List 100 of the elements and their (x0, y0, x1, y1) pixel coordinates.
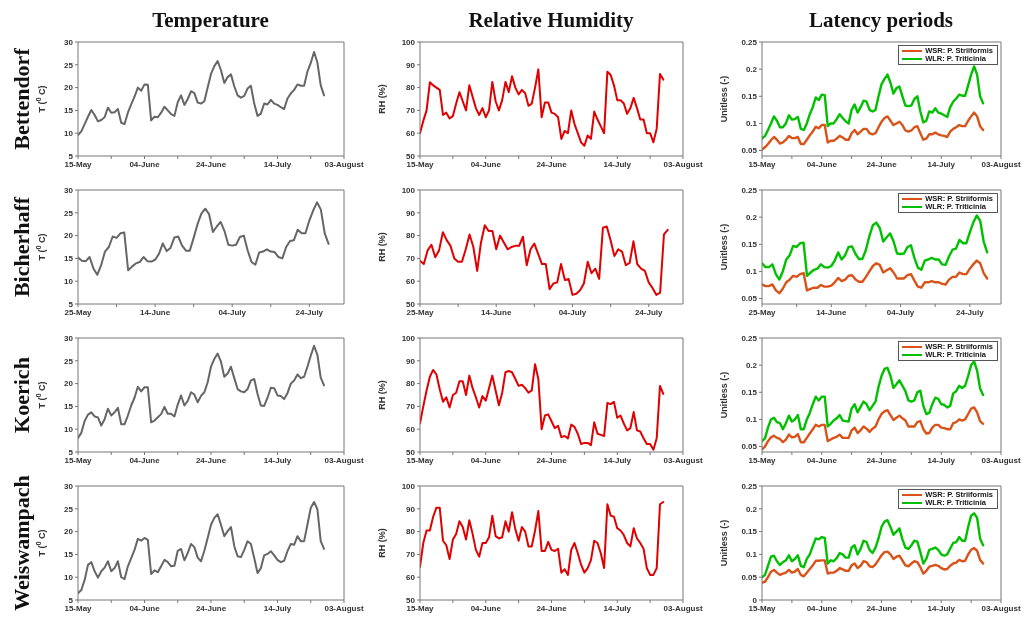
x-tick-label: 14-July (603, 159, 632, 169)
y-tick-label: 60 (406, 129, 416, 139)
x-tick-label: 15-May (64, 603, 93, 613)
y-tick-label: 0.1 (745, 550, 758, 560)
y-axis-title: Unitless (-) (718, 371, 730, 419)
x-tick-label: 15-May (748, 159, 777, 169)
y-axis-title: RH (%) (376, 528, 388, 558)
x-tick-label: 04-June (470, 159, 502, 169)
x-tick-label: 03-August (324, 159, 364, 169)
x-tick-label: 14-July (927, 159, 956, 169)
y-axis-title: RH (%) (376, 84, 388, 114)
line-series (762, 546, 985, 584)
y-tick-label: 50 (406, 151, 416, 161)
x-tick-label: 14-July (603, 455, 632, 465)
x-tick-label: 25-May (406, 307, 435, 317)
x-tick-label: 03-August (663, 159, 703, 169)
y-tick-label: 50 (406, 447, 416, 457)
text: Bicherhaff (9, 196, 34, 298)
x-tick-label: 03-August (981, 159, 1021, 169)
y-tick-label: 5 (68, 151, 74, 161)
y-tick-label: 70 (406, 550, 416, 560)
line-series (762, 111, 985, 151)
line-series (762, 259, 989, 295)
y-tick-label: 30 (64, 185, 74, 195)
x-tick-label: 24-June (536, 455, 568, 465)
y-tick-label: 0.2 (745, 504, 758, 514)
y-tick-label: 60 (406, 425, 416, 435)
text: Koerich (9, 357, 34, 433)
y-tick-label: 15 (64, 106, 74, 116)
x-tick-label: 15-May (64, 455, 93, 465)
x-tick-label: 03-August (663, 455, 703, 465)
y-axis-title: Unitless (-) (718, 519, 730, 567)
y-tick-label: 90 (406, 356, 416, 366)
y-tick-label: 0.15 (741, 240, 758, 250)
y-tick-label: 0.2 (745, 212, 758, 222)
x-tick-label: 24-June (536, 159, 568, 169)
x-tick-label: 04-June (470, 603, 502, 613)
y-tick-label: 30 (64, 333, 74, 343)
x-tick-label: 15-May (748, 603, 777, 613)
line-series (78, 51, 326, 137)
y-tick-label: 80 (406, 527, 416, 537)
y-tick-label: 30 (64, 37, 74, 47)
text: Weiswampach (9, 475, 34, 611)
x-tick-label: 14-July (603, 603, 632, 613)
x-tick-label: 03-August (981, 603, 1021, 613)
x-tick-label: 03-August (324, 603, 364, 613)
y-tick-label: 20 (64, 83, 74, 93)
x-tick-label: 24-July (295, 307, 324, 317)
chart-title: Relative Humidity (467, 8, 635, 33)
x-tick-label: 04-June (129, 603, 161, 613)
x-tick-label: 14-July (263, 603, 292, 613)
y-tick-label: 0.25 (741, 185, 758, 195)
y-tick-label: 0.05 (741, 573, 758, 583)
x-tick-label: 15-May (406, 455, 435, 465)
x-tick-label: 04-June (806, 603, 838, 613)
y-tick-label: 0.15 (741, 92, 758, 102)
y-tick-label: 15 (64, 550, 74, 560)
y-tick-label: 0.2 (745, 360, 758, 370)
x-tick-label: 24-June (866, 603, 898, 613)
x-tick-label: 25-May (64, 307, 93, 317)
x-tick-label: 04-July (886, 307, 915, 317)
chart-title: Latency periods (807, 8, 955, 33)
y-tick-label: 30 (64, 481, 74, 491)
x-tick-label: 24-June (195, 603, 227, 613)
y-tick-label: 80 (406, 83, 416, 93)
line-series (78, 500, 326, 595)
y-tick-label: 0.1 (745, 415, 758, 425)
y-tick-label: 100 (401, 185, 416, 195)
y-axis-title: Unitless (-) (718, 75, 730, 123)
y-tick-label: 0 (752, 595, 758, 605)
y-tick-label: 5 (68, 595, 74, 605)
line-series (762, 512, 985, 579)
y-tick-label: 25 (64, 60, 74, 70)
x-tick-label: 15-May (406, 603, 435, 613)
x-tick-label: 04-July (558, 307, 587, 317)
line-series (420, 363, 665, 451)
line-series (762, 65, 985, 140)
x-tick-label: 03-August (324, 455, 364, 465)
x-tick-label: 24-July (634, 307, 664, 317)
y-axis-title: RH (%) (376, 232, 388, 262)
x-tick-label: 04-July (218, 307, 247, 317)
y-tick-label: 70 (406, 106, 416, 116)
line-series (78, 201, 330, 276)
y-tick-label: 80 (406, 231, 416, 241)
y-tick-label: 0.2 (745, 64, 758, 74)
y-tick-label: 15 (64, 254, 74, 264)
x-tick-label: 14-July (927, 603, 956, 613)
x-tick-label: 15-May (406, 159, 435, 169)
y-tick-label: 20 (64, 231, 74, 241)
x-tick-label: 24-June (866, 455, 898, 465)
x-tick-label: 24-July (956, 307, 985, 317)
x-tick-label: 03-August (663, 603, 703, 613)
y-tick-label: 90 (406, 208, 416, 218)
x-tick-label: 03-August (981, 455, 1021, 465)
y-tick-label: 5 (68, 447, 74, 457)
y-tick-label: 0.25 (741, 333, 758, 343)
y-tick-label: 20 (64, 379, 74, 389)
x-tick-label: 04-June (129, 455, 161, 465)
x-tick-label: 14-July (927, 455, 956, 465)
line-series (762, 406, 985, 451)
